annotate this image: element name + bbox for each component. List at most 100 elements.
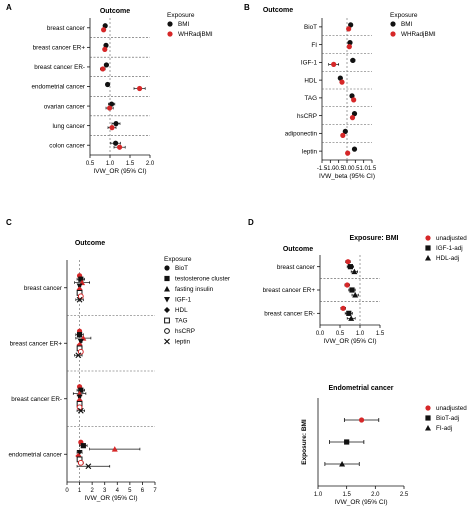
x-axis-label: IVW_beta (95% CI) bbox=[319, 173, 375, 180]
x-axis-label: IVW_OR (95% CI) bbox=[334, 499, 387, 506]
point-marker bbox=[345, 150, 351, 156]
y-tick-label: leptin bbox=[302, 148, 318, 155]
legend-marker bbox=[167, 21, 173, 27]
legend: unadjusted BioT-adj FI-adj bbox=[425, 405, 467, 432]
y-tick-label: breast cancer ER+ bbox=[33, 45, 86, 52]
point-marker bbox=[109, 101, 115, 107]
y-tick-label: breast cancer bbox=[24, 285, 62, 292]
y-tick-label: endometrial cancer bbox=[8, 451, 62, 458]
point-marker bbox=[352, 292, 359, 298]
x-tick-label: 0.0 bbox=[316, 331, 325, 337]
point-marker bbox=[100, 66, 106, 72]
point-marker bbox=[350, 57, 356, 63]
legend-label: HDL-adj bbox=[436, 255, 459, 262]
legend-marker bbox=[167, 31, 173, 37]
legend-marker bbox=[164, 338, 170, 345]
legend-title: Exposure bbox=[167, 12, 195, 19]
legend-marker bbox=[425, 245, 431, 251]
legend-marker bbox=[164, 297, 170, 303]
legend-marker bbox=[164, 275, 170, 282]
x-tick-label: -1.0 bbox=[325, 166, 336, 172]
x-tick-label: 2.5 bbox=[400, 492, 409, 498]
point-marker bbox=[113, 121, 119, 127]
legend-label: IGF-1 bbox=[175, 297, 192, 304]
panel-letter: A bbox=[6, 3, 12, 12]
point-marker bbox=[103, 62, 109, 68]
point-marker bbox=[349, 93, 355, 99]
x-tick-label: 1.0 bbox=[314, 492, 323, 498]
x-axis-label: IVW_OR (95% CI) bbox=[84, 495, 137, 502]
legend-marker bbox=[425, 255, 431, 261]
x-tick-label: 0 bbox=[65, 488, 69, 494]
point-marker bbox=[102, 23, 108, 29]
legend-marker bbox=[164, 317, 170, 324]
legend: Exposure BioT testosterone cluster fasting … bbox=[164, 256, 230, 346]
point-marker bbox=[105, 81, 111, 88]
point-marker bbox=[78, 387, 84, 393]
panel-title: Endometrial cancer bbox=[329, 385, 394, 392]
legend-label: hsCRP bbox=[175, 328, 195, 335]
point-marker bbox=[346, 44, 352, 50]
y-tick-label: breast cancer ER+ bbox=[263, 287, 316, 294]
point-marker bbox=[111, 446, 118, 452]
legend-marker bbox=[390, 31, 396, 37]
legend-label: BioT-adj bbox=[436, 415, 459, 422]
point-marker bbox=[349, 115, 356, 121]
point-marker bbox=[77, 339, 84, 345]
point-marker bbox=[349, 287, 355, 293]
point-marker bbox=[358, 417, 365, 423]
point-marker bbox=[78, 276, 84, 282]
y-tick-label: TAG bbox=[305, 95, 318, 102]
legend-label: WHRadjBMI bbox=[178, 31, 213, 38]
panel-b: B Outcome -1.5-1.0-0.50.0 0.5 1.0 1.5IVW_beta… bbox=[244, 3, 436, 180]
legend-marker bbox=[164, 328, 170, 334]
y-tick-label: IGF-1 bbox=[301, 60, 318, 67]
point-marker bbox=[339, 461, 346, 467]
x-tick-label: -1.5 bbox=[317, 166, 328, 172]
legend-label: fasting insulin bbox=[175, 286, 214, 293]
panel-d-lower: Endometrial cancer 1.0 1.5 2.0 2.5 IVW_OR (95… bbox=[301, 385, 467, 506]
x-tick-label: 0.5 bbox=[336, 331, 345, 337]
panel-title: Outcome bbox=[263, 7, 293, 14]
legend-label: BMI bbox=[178, 21, 189, 28]
x-tick-label: 1.5 bbox=[376, 331, 385, 337]
point-marker bbox=[109, 125, 115, 131]
legend-marker bbox=[164, 265, 170, 271]
y-tick-label: FI bbox=[311, 42, 317, 49]
point-marker bbox=[340, 305, 346, 311]
x-tick-label: 4 bbox=[116, 488, 120, 494]
panel-subtitle: Outcome bbox=[283, 246, 313, 253]
x-tick-label: 1.0 bbox=[359, 166, 368, 172]
x-axis-label: IVW_OR (95% CI) bbox=[93, 168, 146, 175]
legend: Exposure BMI WHRadjBMI bbox=[390, 12, 436, 38]
legend-label: testosterone cluster bbox=[175, 276, 230, 283]
y-tick-label: breast cancer ER+ bbox=[10, 340, 63, 347]
point-marker bbox=[337, 75, 343, 81]
x-axis-label: IVW_OR (95% CI) bbox=[323, 338, 376, 345]
x-tick-label: 1.5 bbox=[126, 161, 135, 167]
point-marker bbox=[346, 26, 352, 32]
x-tick-label: 6 bbox=[141, 488, 145, 494]
x-tick-label: 2 bbox=[90, 488, 94, 494]
x-tick-label: 3 bbox=[103, 488, 107, 494]
point-marker bbox=[80, 443, 86, 449]
point-marker bbox=[103, 42, 109, 48]
x-tick-label: 1.0 bbox=[106, 161, 115, 167]
panel-title: Exposure: BMI bbox=[349, 235, 398, 242]
point-marker bbox=[347, 40, 353, 46]
legend-label: HDL bbox=[175, 307, 188, 314]
point-marker bbox=[117, 144, 123, 150]
point-marker bbox=[351, 146, 358, 152]
x-tick-label: 1 bbox=[78, 488, 82, 494]
x-tick-label: -0.5 bbox=[333, 166, 344, 172]
panel-letter: B bbox=[244, 3, 250, 12]
legend-label: FI-adj bbox=[436, 425, 452, 432]
x-tick-label: 2.0 bbox=[146, 161, 155, 167]
legend-title: Exposure bbox=[390, 12, 418, 19]
legend-marker bbox=[425, 415, 431, 421]
y-tick-label: lung cancer bbox=[52, 123, 85, 130]
point-marker bbox=[77, 459, 84, 466]
point-marker bbox=[76, 296, 83, 303]
point-marker bbox=[344, 439, 350, 445]
